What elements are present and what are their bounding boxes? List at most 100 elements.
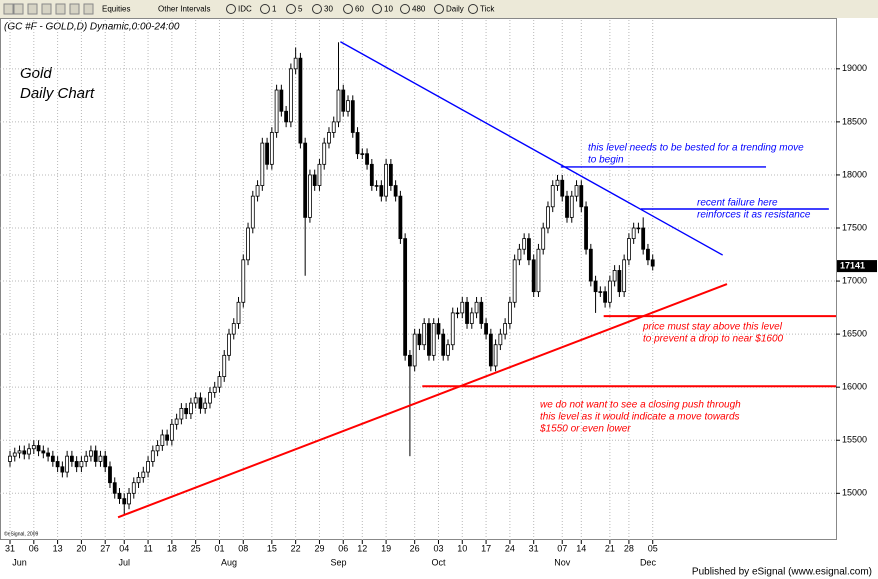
candle-body xyxy=(179,408,184,420)
x-tick-label: 18 xyxy=(167,543,177,553)
candle-body xyxy=(465,301,469,324)
toolbar-icon xyxy=(13,3,24,15)
x-tick-label: 26 xyxy=(410,543,420,553)
copyright: ©eSignal, 2009 xyxy=(4,530,38,537)
x-tick-label: 06 xyxy=(29,543,39,553)
x-tick-label: 28 xyxy=(624,543,634,553)
toolbar-item[interactable]: 30 xyxy=(324,5,333,14)
candle-body xyxy=(555,179,560,186)
candle-body xyxy=(374,185,379,187)
toolbar-item[interactable]: Other Intervals xyxy=(158,5,210,14)
candle-body xyxy=(241,259,246,303)
candle-body xyxy=(379,185,384,197)
candle-body xyxy=(579,185,584,208)
candle-body xyxy=(517,248,522,261)
candle-body xyxy=(93,450,98,462)
month-label: Sep xyxy=(330,557,346,567)
month-label: Jul xyxy=(118,557,130,567)
candle-body xyxy=(8,455,12,462)
x-tick-label: 19 xyxy=(381,543,391,553)
toolbar-icon xyxy=(312,4,322,14)
x-tick-label: 20 xyxy=(76,543,86,553)
candle-body xyxy=(303,142,308,218)
candle-body xyxy=(12,452,17,457)
candle-body xyxy=(84,455,89,462)
toolbar-icon xyxy=(286,4,296,14)
y-tick-label: 16500 xyxy=(842,328,867,338)
candle-body xyxy=(265,142,269,165)
candle-body xyxy=(622,259,627,293)
candle-body xyxy=(198,397,203,409)
x-tick-label: 13 xyxy=(53,543,63,553)
toolbar-item[interactable]: 1 xyxy=(272,5,277,14)
candle-body xyxy=(350,100,355,133)
y-tick-label: 16000 xyxy=(842,382,867,392)
x-tick-label: 22 xyxy=(291,543,301,553)
candle-body xyxy=(36,445,41,452)
y-tick-label: 17500 xyxy=(842,222,867,232)
toolbar-icon xyxy=(343,4,353,14)
toolbar-icon xyxy=(260,4,270,14)
candle-body xyxy=(146,461,150,473)
x-tick-label: 14 xyxy=(576,543,586,553)
candle-body xyxy=(446,344,450,356)
candle-body xyxy=(22,450,27,455)
candle-body xyxy=(298,57,303,144)
candle-body xyxy=(341,89,346,112)
x-tick-label: 27 xyxy=(100,543,110,553)
candle-body xyxy=(398,195,403,240)
candle-body xyxy=(284,110,289,123)
candle-body xyxy=(346,100,350,112)
last-price-label: 17141 xyxy=(840,260,865,270)
y-tick-label: 15000 xyxy=(842,488,867,498)
x-tick-label: 17 xyxy=(481,543,491,553)
candle-body xyxy=(136,476,141,484)
candle-body xyxy=(79,461,84,468)
candle-body xyxy=(474,301,479,314)
candle-body xyxy=(141,471,146,478)
candle-body xyxy=(274,89,279,133)
toolbar-item[interactable]: Equities xyxy=(102,5,130,14)
candle-body xyxy=(484,323,488,335)
candle-body xyxy=(560,179,565,197)
candle-body xyxy=(127,492,131,505)
candle-body xyxy=(217,376,222,388)
candle-body xyxy=(327,132,331,144)
toolbar-item[interactable]: 10 xyxy=(384,5,393,14)
candle-body xyxy=(250,195,255,229)
candle-body xyxy=(388,163,393,186)
candle-body xyxy=(569,195,574,218)
candle-body xyxy=(522,238,527,250)
toolbar-item[interactable]: IDC xyxy=(238,5,252,14)
toolbar-icon xyxy=(372,4,382,14)
toolbar-item[interactable]: Daily xyxy=(446,5,464,14)
candle-body xyxy=(236,301,241,324)
candle-body xyxy=(450,312,455,346)
candle-body xyxy=(17,450,22,454)
x-tick-label: 29 xyxy=(314,543,324,553)
candle-body xyxy=(360,153,365,155)
candle-body xyxy=(384,163,389,197)
trendline xyxy=(117,283,728,519)
candle-body xyxy=(650,259,655,267)
toolbar-item[interactable]: Tick xyxy=(480,5,495,14)
candle-body xyxy=(246,227,250,261)
candle-body xyxy=(498,333,503,346)
candle-body xyxy=(208,392,212,404)
candle-body xyxy=(279,89,284,112)
candle-body xyxy=(103,455,108,468)
toolbar-icon xyxy=(434,4,444,14)
candle-body xyxy=(546,206,550,229)
candle-body xyxy=(631,227,636,240)
candle-body xyxy=(550,185,555,208)
x-tick-label: 21 xyxy=(605,543,615,553)
month-label: Oct xyxy=(431,557,446,567)
toolbar-item[interactable]: 5 xyxy=(298,5,303,14)
toolbar-item[interactable]: 60 xyxy=(355,5,364,14)
candle-body xyxy=(417,333,422,346)
candle-body xyxy=(227,333,231,356)
x-tick-label: 10 xyxy=(457,543,467,553)
candle-body xyxy=(641,227,646,250)
toolbar-item[interactable]: 480 xyxy=(412,5,426,14)
toolbar-icon xyxy=(468,4,478,14)
